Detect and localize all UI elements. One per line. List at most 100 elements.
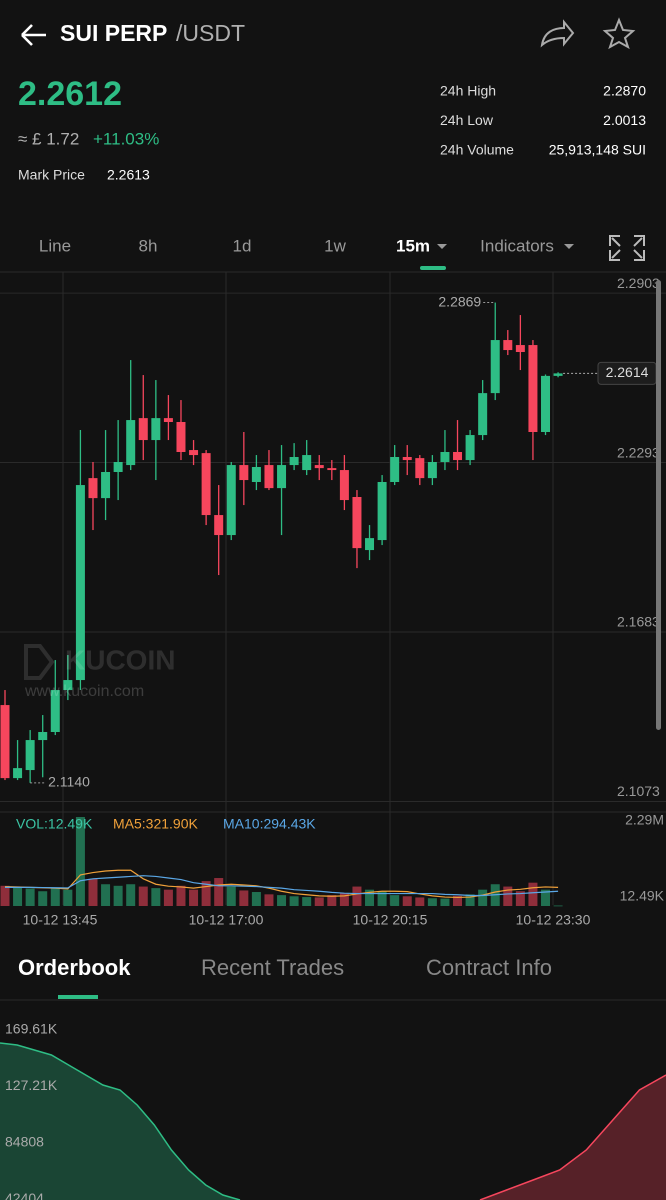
section-tab[interactable]: Contract Info [426,955,552,980]
high-label: 2.2869 [438,293,481,309]
candle-body [63,680,73,691]
price-change: +11.03% [93,129,159,148]
ma-line [5,875,559,897]
volume-bar [503,886,513,906]
back-arrow[interactable] [21,24,46,46]
candle-body [377,482,387,541]
back-button[interactable] [21,24,46,46]
candle-body [239,465,249,481]
candle-body [13,768,23,779]
candle-body [553,373,563,376]
interval-tab[interactable]: 1w [324,236,346,255]
volume-bar [251,892,261,906]
volume-bar [553,905,563,907]
candle-body [101,472,111,499]
vol-tick-label: 2.29M [625,812,664,828]
volume-bar [440,898,450,906]
x-tick-label: 10-12 13:45 [23,912,98,928]
candle-body [478,393,488,436]
volume-bar [352,886,362,906]
volume-bar [478,889,488,906]
volume-bar [176,885,186,906]
volume-bar [214,878,224,906]
volume-bar [226,886,236,906]
mark-label: Mark Price [18,167,85,183]
symbol: SUI PERP [60,20,167,46]
candle-body [427,462,437,479]
scrollbar [656,280,661,730]
candle-body [75,485,85,681]
candle-body [390,457,400,482]
candle-body [453,452,463,461]
candle-body [277,465,287,489]
tab-underline [58,995,98,999]
y-tick-label: 2.2293 [617,444,660,460]
candle-body [201,453,211,516]
stat-label: 24h Volume [440,142,514,158]
x-tick-label: 10-12 20:15 [353,912,428,928]
candle-body [289,457,299,466]
share-icon[interactable] [540,19,575,48]
stat-label: 24h Low [440,112,494,128]
volume-bar [63,889,73,906]
volume-legend: MA10:294.43K [223,816,316,832]
volume-legend: VOL:12.49K [16,816,93,832]
last-price: 2.2612 [18,75,122,113]
candle-body [515,345,525,352]
volume-bar [427,898,437,906]
volume-bar [302,897,312,906]
candle-body [0,705,10,779]
volume-bar [239,890,249,906]
watermark-brand: KUCOIN [65,644,175,675]
candle-body [541,375,551,432]
volume-bar [377,891,387,906]
interval-tab[interactable]: 15m [396,236,430,255]
fullscreen-icon[interactable] [609,235,645,261]
interval-tab[interactable]: Line [39,236,71,255]
star-icon[interactable] [602,17,636,50]
caret [437,244,447,249]
candle-body [138,418,148,441]
candle-body [264,465,274,489]
bids-line [0,1042,241,1200]
quote: /USDT [176,20,245,46]
candle-body [327,468,337,471]
fiat-price: ≈ £ 1.72 [18,129,79,148]
y-tick-label: 2.2903 [617,275,660,291]
interval-tab[interactable]: 8h [139,236,158,255]
volume-bar [88,878,98,906]
candle-body [214,515,224,536]
last-price-label: 2.2614 [606,364,649,380]
volume-bar [339,893,349,906]
depth-tick-label: 127.21K [5,1077,58,1093]
volume-bar [163,889,173,906]
section-tab[interactable]: Orderbook [18,955,131,980]
candle-body [302,455,312,471]
section-tab[interactable]: Recent Trades [201,955,344,980]
depth-tick-label: 42404 [5,1190,44,1200]
asks-area [480,1074,666,1200]
volume-bar [465,894,475,906]
candle-body [440,452,450,462]
volume-bar [264,894,274,906]
volume-bar [327,895,337,906]
volume-bar [289,896,299,906]
candle-body [126,420,136,466]
volume-bar [38,891,48,906]
volume-bar [541,889,551,906]
volume-bar [415,897,425,906]
ma-line [4,869,559,899]
candle-body [189,450,199,456]
interval-tab[interactable]: 1d [233,236,252,255]
volume-bar [201,881,211,906]
volume-bar [151,888,161,906]
volume-bar [126,884,136,906]
volume-bar [75,817,85,906]
volume-bar [101,884,111,906]
volume-bar [50,887,60,906]
candle-body [50,690,60,732]
volume-bar [528,882,538,906]
interval-tab[interactable]: Indicators [480,236,554,255]
candle-body [38,732,48,741]
